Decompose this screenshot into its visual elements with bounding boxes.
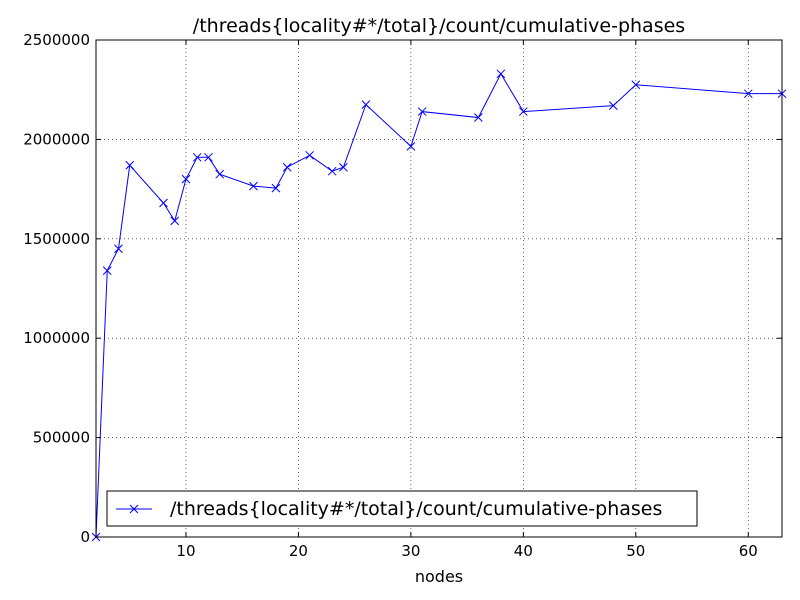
data-point — [631, 80, 641, 90]
x-tick-label: 60 — [739, 542, 758, 560]
x-tick-label: 20 — [289, 542, 308, 560]
x-tick-labels: 10 20 30 40 50 60 — [176, 542, 757, 560]
y-tick-label: 2500000 — [23, 31, 90, 49]
y-tick-labels: 0 500000 1000000 1500000 2000000 2500000 — [23, 31, 90, 546]
data-point — [181, 174, 191, 184]
data-point — [170, 216, 180, 226]
data-point — [743, 89, 753, 99]
legend-marker — [129, 504, 139, 514]
x-tick-label: 10 — [176, 542, 195, 560]
data-point — [102, 266, 112, 275]
data-point — [271, 183, 281, 193]
x-tick-label: 30 — [401, 542, 420, 560]
data-point — [204, 152, 213, 162]
data-point — [282, 162, 292, 172]
data-point — [327, 166, 337, 176]
y-tick-label: 1000000 — [23, 329, 90, 347]
legend-box — [106, 490, 698, 527]
data-point — [339, 162, 348, 172]
plot-frame — [95, 39, 783, 538]
series-line — [95, 72, 782, 538]
series-layer — [91, 69, 787, 542]
data-point — [159, 198, 168, 208]
data-point — [215, 169, 225, 179]
data-point — [474, 113, 483, 122]
data-point — [608, 101, 618, 110]
data-point — [496, 69, 506, 79]
data-point — [518, 107, 528, 116]
x-tick-label: 50 — [626, 542, 645, 560]
y-tick-label: 0 — [80, 528, 90, 546]
x-axis-label: nodes — [415, 567, 463, 586]
data-point — [305, 150, 315, 160]
ticks — [96, 39, 782, 538]
data-point — [417, 107, 427, 116]
data-point — [192, 152, 202, 162]
data-point — [125, 160, 135, 170]
y-tick-label: 1500000 — [23, 230, 90, 248]
legend: /threads{locality#*/total}/count/cumulat… — [106, 490, 698, 527]
data-point — [114, 244, 123, 254]
legend-label: /threads{locality#*/total}/count/cumulat… — [170, 498, 662, 520]
grid-lines — [96, 40, 782, 537]
x-tick-label: 40 — [514, 542, 533, 560]
data-point — [361, 100, 371, 109]
y-tick-label: 500000 — [33, 429, 90, 447]
data-point — [249, 181, 258, 191]
y-tick-label: 2000000 — [23, 130, 90, 148]
chart-title: /threads{locality#*/total}/count/cumulat… — [193, 15, 685, 37]
data-point — [406, 142, 416, 151]
